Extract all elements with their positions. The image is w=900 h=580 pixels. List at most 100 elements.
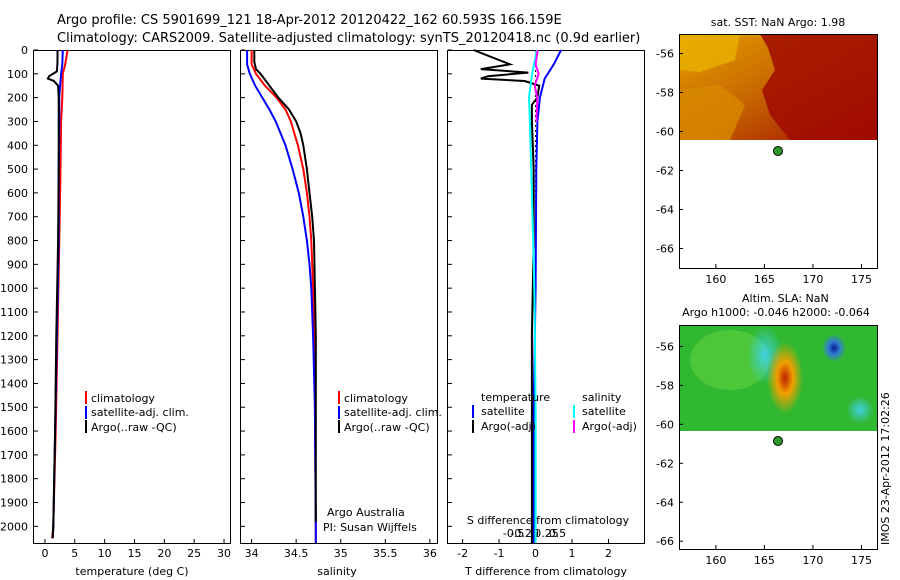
lat-tick-label: -60 (656, 418, 674, 431)
sla-map-title-1: Altim. SLA: NaN (742, 292, 829, 305)
lat-tick-label: -56 (656, 340, 674, 353)
lon-tick-label: 160 (705, 273, 726, 286)
salinity-plot-frame (240, 50, 438, 544)
series-line-salinity-satellite (527, 49, 538, 543)
series-line-argo-raw-qc- (253, 50, 317, 522)
x-tick-label: 35 (334, 547, 348, 560)
depth-tick-label: 1500 (0, 401, 28, 414)
lon-tick-label: 165 (754, 554, 775, 567)
x-tick-label: 0 (532, 547, 539, 560)
x-tick-label: 36 (423, 547, 437, 560)
depth-tick-label: 0 (21, 44, 28, 57)
depth-tick-label: 1100 (0, 306, 28, 319)
legend-argo-label: Argo(..raw -QC) (344, 421, 430, 434)
x-tick-label: -2 (457, 547, 468, 560)
legend-t-argo-label: Argo(-adj) (481, 420, 536, 433)
credit-line-2: PI: Susan Wijffels (323, 521, 417, 534)
depth-tick-label: 400 (7, 139, 28, 152)
sst-map: -56 -58 -60 -62 -64 -66 160 165 170 175 (656, 34, 878, 287)
lat-tick-label: -64 (656, 496, 674, 509)
series-line-satellite-adj-clim- (246, 50, 317, 543)
salinity-plot: 34 34.5 35 35.5 36 (245, 50, 437, 560)
depth-axis: 0 100 200 300 400 500 600 700 800 900 1000 1100 1200… (0, 44, 452, 533)
sla-map-title-2: Argo h1000: -0.046 h2000: -0.064 (682, 306, 870, 319)
s-tick-label: 0.5 (549, 527, 567, 540)
depth-tick-label: 200 (7, 92, 28, 105)
x-tick-label: 5 (71, 547, 78, 560)
sla-positive-anomaly (767, 342, 803, 414)
title-line-2: Climatology: CARS2009. Satellite-adjuste… (57, 31, 640, 46)
lat-tick-label: -60 (656, 126, 674, 139)
argo-float-marker (773, 436, 783, 446)
legend-s-argo-label: Argo(-adj) (582, 420, 637, 433)
x-tick-label: 0 (41, 547, 48, 560)
x-tick-label: 1 (569, 547, 576, 560)
salinity-legend: climatology satellite-adj. clim. Argo(..… (338, 391, 442, 434)
legend-argo-label: Argo(..raw -QC) (91, 421, 177, 434)
sst-map-axes: -56 -58 -60 -62 -64 -66 160 165 170 175 (656, 48, 872, 287)
lon-tick-label: 160 (705, 554, 726, 567)
sla-map-axes: -56 -58 -60 -62 -64 -66 160 165 170 175 (656, 340, 872, 567)
lon-tick-label: 175 (851, 273, 872, 286)
difference-legend: temperature satellite Argo(-adj) salinit… (472, 391, 637, 433)
series-line-argo-raw-qc- (46, 50, 60, 539)
legend-s-satellite-label: satellite (582, 405, 626, 418)
depth-tick-label: 1700 (0, 449, 28, 462)
lon-tick-label: 165 (754, 273, 775, 286)
s-difference-xlabel: S difference from climatology (467, 514, 630, 527)
sst-map-frame (679, 34, 878, 269)
legend-climatology-label: climatology (344, 392, 408, 405)
lon-tick-label: 175 (851, 554, 872, 567)
lon-tick-label: 170 (802, 273, 823, 286)
legend-salinity-heading: salinity (582, 391, 622, 404)
depth-tick-label: 1800 (0, 473, 28, 486)
x-tick-label: 30 (217, 547, 231, 560)
credit-line-1: Argo Australia (327, 506, 405, 519)
lat-tick-label: -66 (656, 535, 674, 548)
lat-tick-label: -62 (656, 457, 674, 470)
lat-tick-label: -58 (656, 87, 674, 100)
temperature-xlabel: temperature (deg C) (75, 565, 188, 578)
x-tick-label: 15 (127, 547, 141, 560)
legend-t-satellite-label: satellite (481, 405, 525, 418)
sla-map: -56 -58 -60 -62 -64 -66 160 165 170 175 (656, 325, 878, 567)
t-difference-xlabel: T difference from climatology (464, 565, 627, 578)
sst-map-title: sat. SST: NaN Argo: 1.98 (711, 16, 845, 29)
difference-plot-frame (447, 50, 645, 544)
legend-temperature-heading: temperature (481, 391, 550, 404)
x-tick-label: 10 (98, 547, 112, 560)
depth-tick-label: 1600 (0, 425, 28, 438)
depth-tick-label: 600 (7, 187, 28, 200)
x-tick-label: 34 (245, 547, 259, 560)
legend-satellite-label: satellite-adj. clim. (344, 406, 442, 419)
x-tick-label: 2 (605, 547, 612, 560)
series-line-salinity-argo-adj- (533, 49, 540, 122)
x-tick-label: -1 (494, 547, 505, 560)
lat-tick-label: -62 (656, 165, 674, 178)
lat-tick-label: -58 (656, 379, 674, 392)
depth-tick-label: 1300 (0, 354, 28, 367)
depth-tick-label: 300 (7, 115, 28, 128)
sst-warm-region (760, 34, 877, 140)
lat-tick-label: -66 (656, 243, 674, 256)
depth-tick-label: 800 (7, 235, 28, 248)
x-tick-label: 34.5 (284, 547, 309, 560)
depth-tick-label: 900 (7, 258, 28, 271)
title-line-1: Argo profile: CS 5901699_121 18-Apr-2012… (57, 13, 562, 28)
temperature-legend: climatology satellite-adj. clim. Argo(..… (85, 391, 189, 434)
legend-climatology-label: climatology (91, 392, 155, 405)
sla-negative-anomaly (822, 334, 846, 362)
argo-float-marker (773, 146, 783, 156)
sst-cool-region (679, 34, 740, 72)
legend-satellite-label: satellite-adj. clim. (91, 406, 189, 419)
sla-cyan-patch-2 (846, 396, 874, 424)
temperature-plot-frame (33, 50, 231, 544)
imos-timestamp: IMOS 23-Apr-2012 17:02:26 (879, 392, 892, 545)
sla-map-frame (679, 325, 878, 550)
lat-tick-label: -64 (656, 204, 674, 217)
depth-tick-label: 1000 (0, 282, 28, 295)
depth-tick-label: 1400 (0, 377, 28, 390)
series-line-temperature-satellite (532, 49, 562, 543)
